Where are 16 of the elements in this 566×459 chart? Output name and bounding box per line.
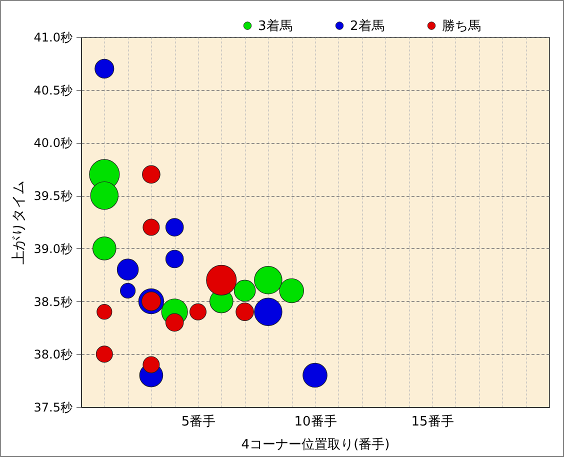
- y-tick-label: 37.5秒: [34, 400, 72, 414]
- x-tick-label: 15番手: [411, 414, 454, 430]
- legend-label: 勝ち馬: [442, 18, 481, 34]
- x-tick-label: 10番手: [294, 414, 337, 430]
- y-tick-label: 38.0秒: [34, 348, 72, 362]
- y-tick-label: 40.0秒: [34, 136, 72, 150]
- y-tick-label: 39.5秒: [34, 189, 72, 204]
- y-tick-label: 41.0秒: [34, 30, 72, 44]
- y-tick-label: 39.0秒: [34, 242, 72, 256]
- legend-label: 2着馬: [350, 18, 384, 34]
- x-axis-title: 4コーナー位置取り(番手): [241, 438, 390, 452]
- y-tick-label: 38.5秒: [34, 294, 72, 309]
- y-tick-label: 40.5秒: [34, 83, 72, 98]
- y-axis-title: 上がりタイム: [10, 180, 27, 264]
- x-tick-label: 5番手: [181, 414, 216, 430]
- legend-label: 3着馬: [258, 18, 292, 34]
